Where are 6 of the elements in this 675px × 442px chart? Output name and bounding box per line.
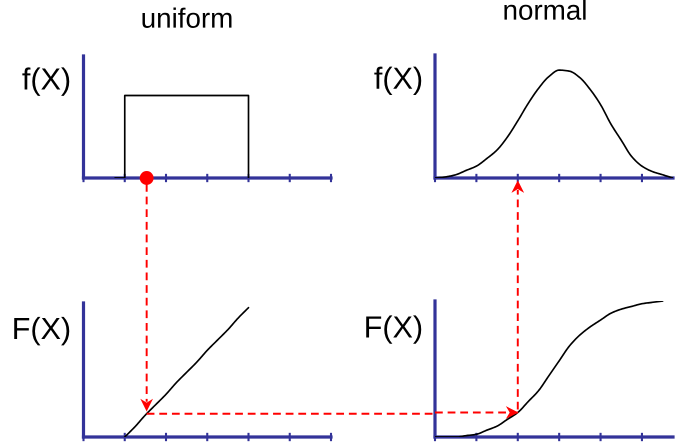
y-axis-title: f(X) xyxy=(22,67,70,96)
y-axis-title: F(X) xyxy=(366,315,422,344)
chart-title: normal xyxy=(504,0,586,20)
y-axis-title: f(X) xyxy=(374,66,422,96)
chart-title: uniform xyxy=(142,8,232,28)
y-axis-title: F(X) xyxy=(14,316,70,346)
